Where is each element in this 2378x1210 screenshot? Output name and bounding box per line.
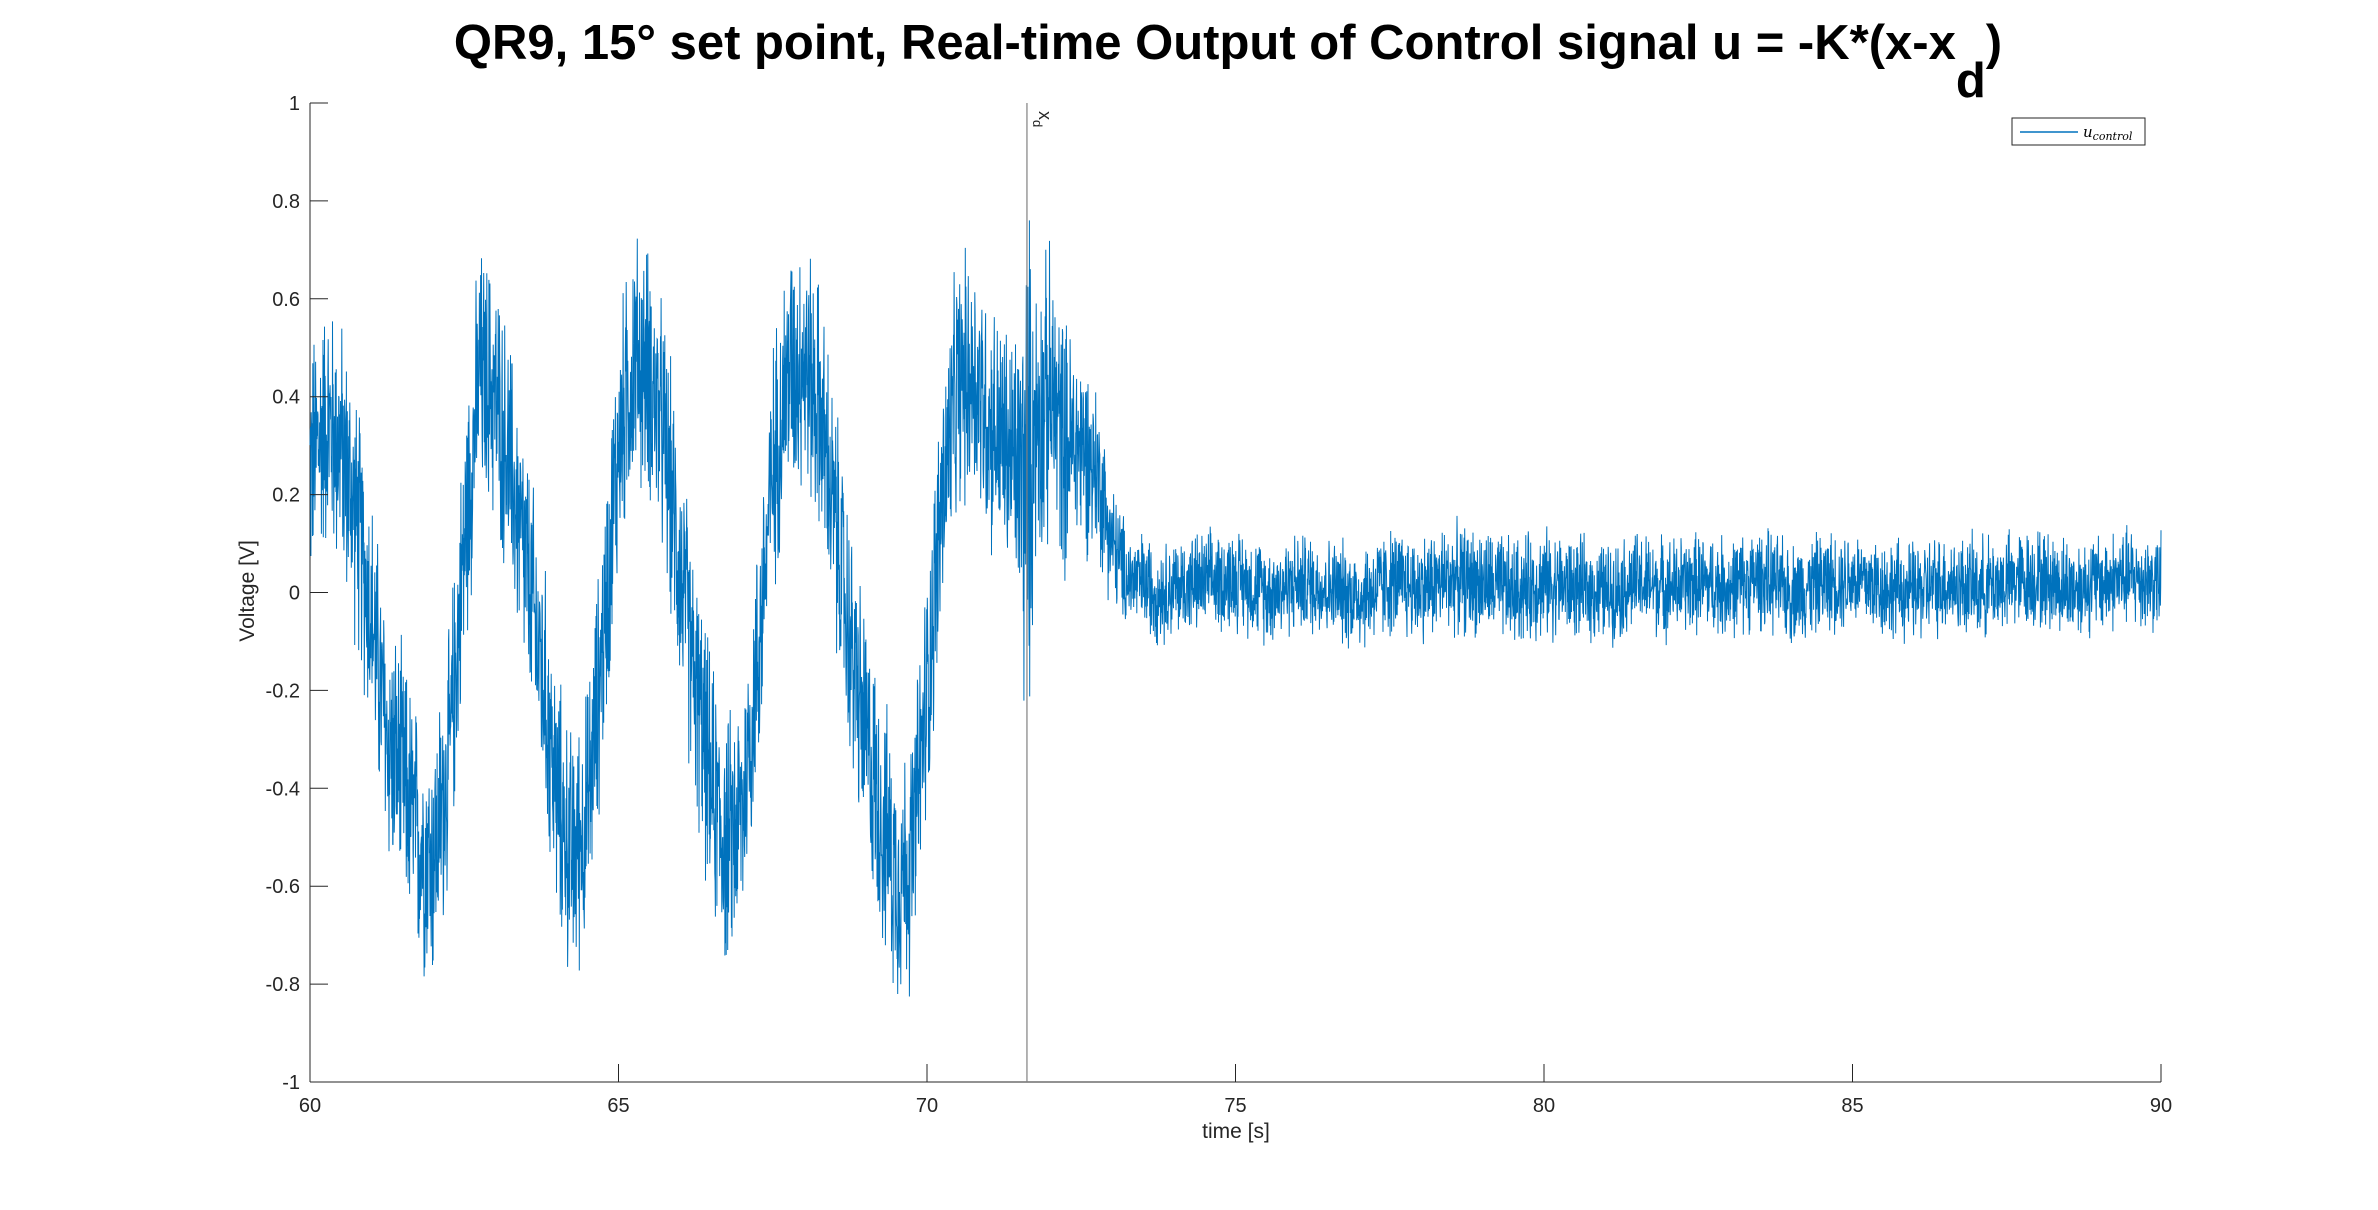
- legend-series-label: ucontrol: [2083, 123, 2133, 143]
- x-tick-label: 80: [1533, 1095, 1555, 1117]
- y-tick-label: 0: [289, 583, 300, 605]
- ticks-layer: 60 65 70 75 80 85 90 -1 -0.8 -0.6 -0.4 -0.2 0 0.2 0.4 0…: [266, 93, 2173, 1117]
- series-layer: [309, 220, 2162, 997]
- y-tick-label: 0.2: [272, 485, 300, 507]
- x-tick-label: 75: [1224, 1095, 1246, 1117]
- y-tick-label: -0.2: [266, 680, 300, 702]
- x-axis-label: time [s]: [1202, 1120, 1270, 1143]
- y-tick-label: -0.8: [266, 974, 300, 996]
- annotation-layer: xd: [1026, 103, 1055, 1082]
- y-tick-label: -0.6: [266, 876, 300, 898]
- chart-title: QR9, 15° set point, Real-time Output of …: [454, 16, 2002, 108]
- y-tick-label: 0.8: [272, 191, 300, 213]
- x-tick-label: 65: [607, 1095, 629, 1117]
- y-tick-label: 0.6: [272, 289, 300, 311]
- y-tick-label: 0.4: [272, 387, 300, 409]
- chart-title-close: ): [1986, 16, 2002, 70]
- chart-title-subscript: d: [1956, 54, 1986, 108]
- x-tick-label: 85: [1841, 1095, 1863, 1117]
- chart-title-main: QR9, 15° set point, Real-time Output of …: [454, 16, 1956, 70]
- setpoint-label: xd: [1030, 111, 1055, 127]
- legend-series-main: u: [2083, 123, 2093, 141]
- y-tick-label: -1: [282, 1072, 300, 1094]
- x-tick-label: 70: [916, 1095, 938, 1117]
- y-axis-label: Voltage [V]: [236, 540, 259, 642]
- x-tick-label: 90: [2150, 1095, 2172, 1117]
- y-tick-label: -0.4: [266, 778, 300, 800]
- x-tick-label: 60: [299, 1095, 321, 1117]
- series-u-control-line: [309, 220, 2162, 997]
- y-tick-label: 1: [289, 93, 300, 115]
- legend-series-subscript: control: [2093, 130, 2133, 143]
- legend: ucontrol: [2011, 117, 2146, 146]
